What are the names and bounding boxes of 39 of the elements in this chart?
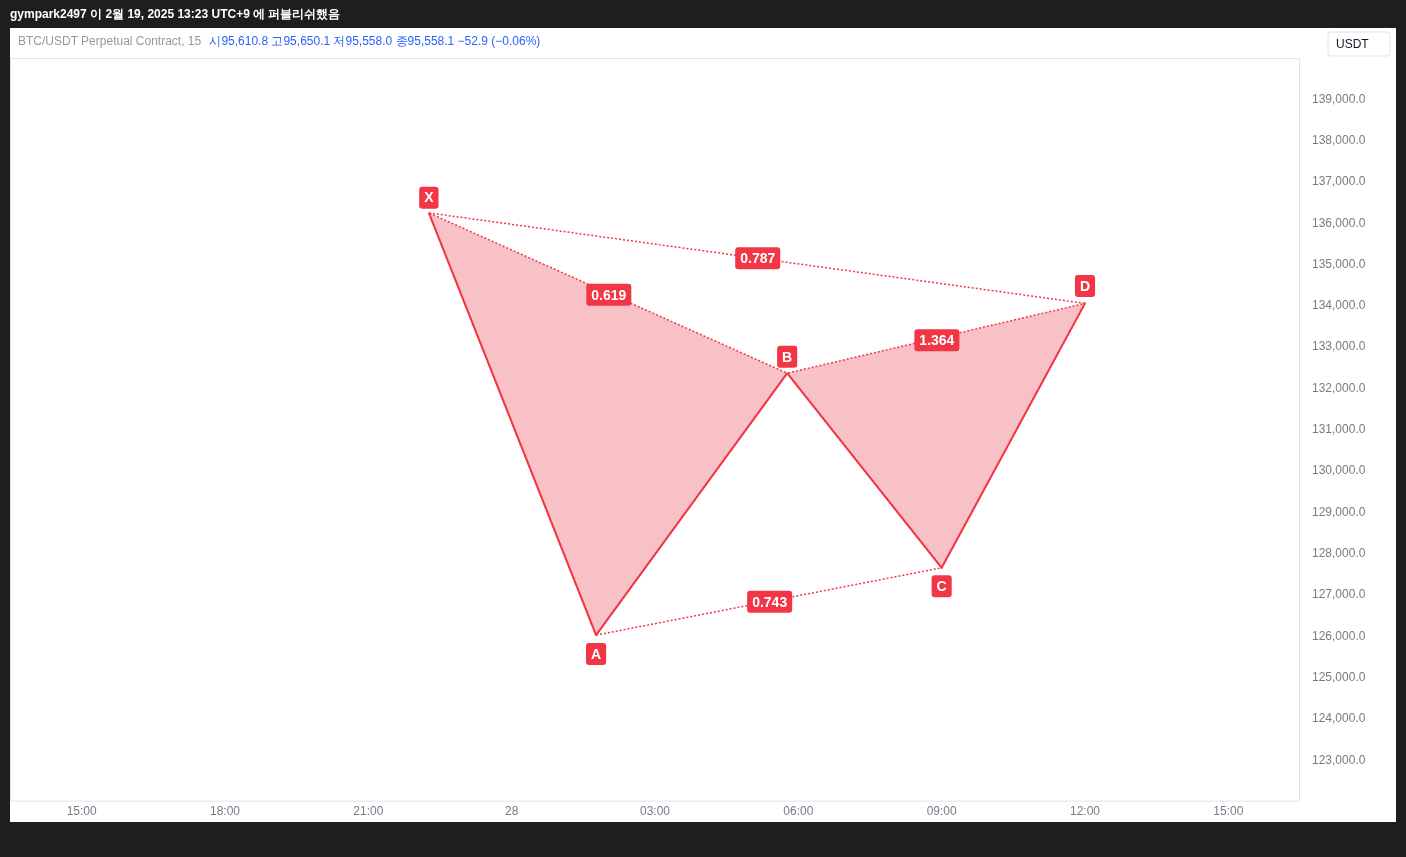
x-tick-label: 12:00 xyxy=(1069,804,1101,819)
annotation: X xyxy=(424,189,435,206)
y-tick-label: 135,000.0 xyxy=(1312,256,1366,271)
x-tick-label: 28 xyxy=(504,804,519,819)
y-axis-title: USDT xyxy=(1336,37,1370,52)
annotation: 0.743 xyxy=(752,593,788,610)
y-tick-label: 127,000.0 xyxy=(1312,587,1366,602)
y-tick-label: 132,000.0 xyxy=(1312,380,1366,395)
text: gympark2497 이 2월 19, 2025 13:23 UTC+9 에 퍼블리쉬했음 xyxy=(10,6,341,23)
y-tick-label: 128,000.0 xyxy=(1312,546,1366,561)
y-tick-label: 133,000.0 xyxy=(1312,339,1366,354)
annotation: 0.619 xyxy=(591,286,627,303)
y-tick-label: 131,000.0 xyxy=(1312,422,1366,437)
x-tick-label: 21:00 xyxy=(353,804,384,819)
x-tick-label: 15:00 xyxy=(1213,804,1244,819)
x-tick-label: 06:00 xyxy=(783,804,814,819)
annotation: 1.364 xyxy=(919,332,955,349)
y-tick-label: 139,000.0 xyxy=(1312,91,1366,106)
x-tick-label: 09:00 xyxy=(926,804,958,819)
x-tick-label: 15:00 xyxy=(66,804,98,819)
chart-title: BTC/USDT Perpetual Contract, 15 xyxy=(18,34,202,49)
y-tick-label: 137,000.0 xyxy=(1312,174,1366,189)
y-tick-label: 134,000.0 xyxy=(1312,298,1366,313)
y-tick-label: 123,000.0 xyxy=(1312,752,1366,767)
y-tick-label: 124,000.0 xyxy=(1312,711,1366,726)
annotation: D xyxy=(1079,277,1091,294)
y-tick-label: 126,000.0 xyxy=(1312,628,1366,643)
y-tick-label: 138,000.0 xyxy=(1312,132,1366,147)
x-tick-label: 03:00 xyxy=(639,804,671,819)
annotation: A xyxy=(591,645,602,662)
annotation: B xyxy=(782,348,793,365)
y-tick-label: 130,000.0 xyxy=(1312,463,1366,478)
annotation: C xyxy=(936,578,947,595)
x-tick-label: 18:00 xyxy=(209,804,241,819)
y-tick-label: 129,000.0 xyxy=(1312,504,1366,519)
annotation: 0.787 xyxy=(740,250,776,267)
chart-subtitle: 시95,610.8 고95,650.1 저95,558.0 종95,558.1 −52.9 (−0.06%) xyxy=(209,34,541,49)
y-tick-label: 136,000.0 xyxy=(1312,215,1366,230)
y-tick-label: 125,000.0 xyxy=(1312,669,1366,684)
